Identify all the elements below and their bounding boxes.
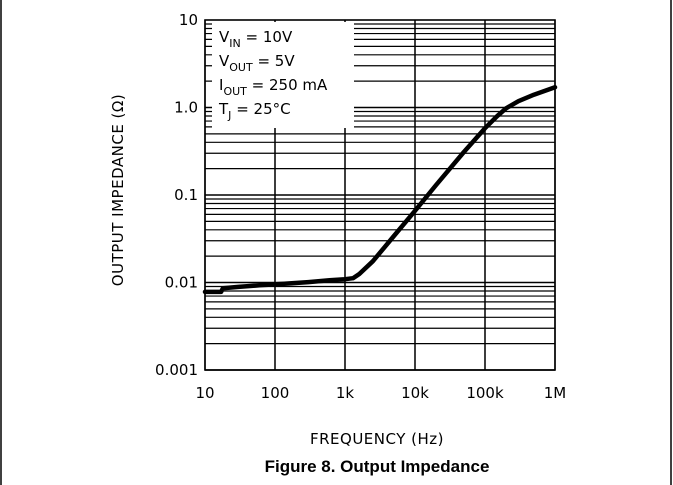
condition-line: IOUT = 250 mA xyxy=(219,76,328,98)
x-axis-title: FREQUENCY (Hz) xyxy=(310,430,444,448)
x-tick-label: 100k xyxy=(466,384,504,402)
condition-line: TJ = 25°C xyxy=(218,100,291,122)
y-tick-label: 0.001 xyxy=(155,361,198,379)
condition-line: VIN = 10V xyxy=(219,28,293,50)
x-tick-label: 10k xyxy=(401,384,429,402)
figure-caption: Figure 8. Output Impedance xyxy=(265,457,490,476)
x-tick-label: 100 xyxy=(261,384,290,402)
impedance-curve xyxy=(202,85,558,295)
y-tick-label: 0.1 xyxy=(174,186,198,204)
y-axis-title: OUTPUT IMPEDANCE (Ω) xyxy=(109,94,127,286)
conditions-background xyxy=(212,22,354,128)
plot-area-border xyxy=(204,19,556,371)
y-tick-label: 1.0 xyxy=(174,99,198,117)
y-tick-labels: 0.001 0.01 0.1 1.0 10 xyxy=(155,11,198,379)
y-tick-label: 0.01 xyxy=(165,274,198,292)
y-tick-label: 10 xyxy=(179,11,198,29)
x-tick-label: 10 xyxy=(195,384,214,402)
x-tick-label: 1k xyxy=(336,384,355,402)
condition-line: VOUT = 5V xyxy=(219,52,295,74)
x-tick-labels: 10 100 1k 10k 100k 1M xyxy=(195,384,566,402)
x-tick-label: 1M xyxy=(544,384,567,402)
